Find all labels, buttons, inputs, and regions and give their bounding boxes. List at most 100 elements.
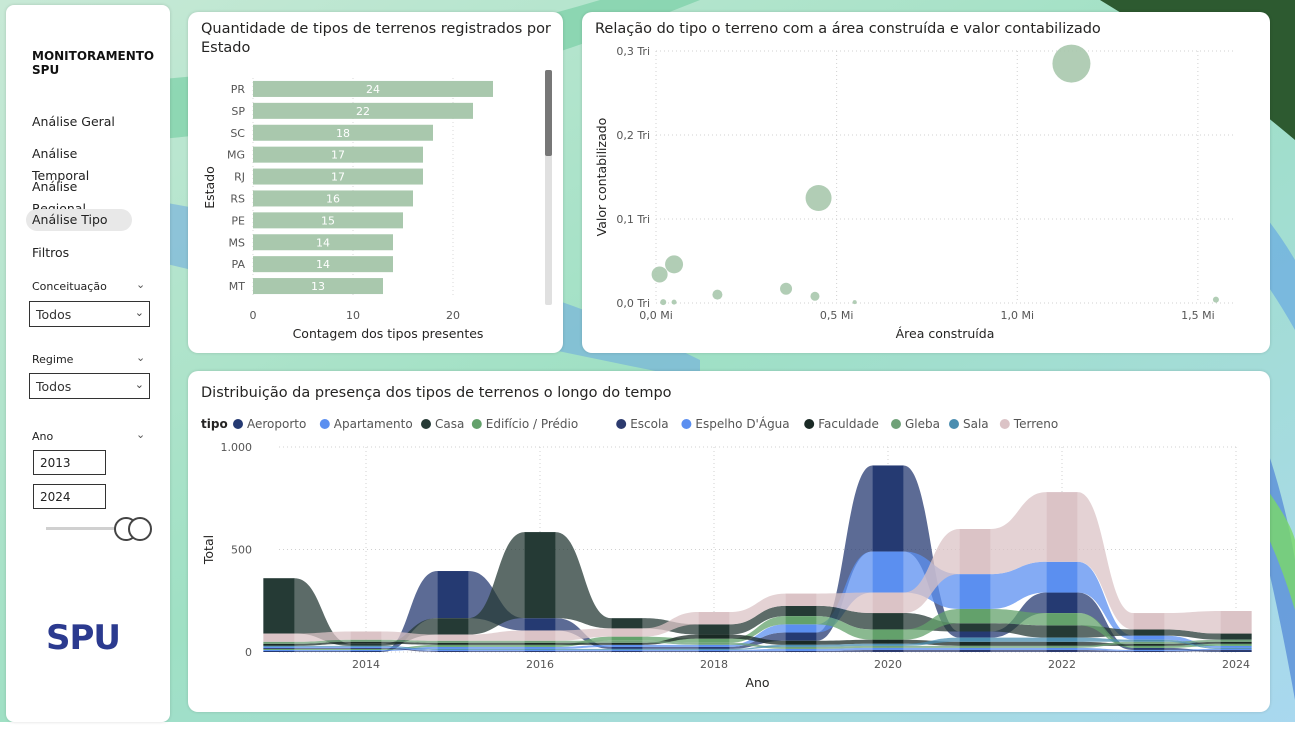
ribbon-band[interactable] xyxy=(816,465,873,641)
ribbon-band[interactable] xyxy=(1164,641,1221,646)
ribbon-segment[interactable] xyxy=(959,641,991,646)
scatter-bubble[interactable] xyxy=(852,300,857,305)
ribbon-band[interactable] xyxy=(642,644,699,647)
ribbon-segment[interactable] xyxy=(350,646,382,648)
ribbon-band[interactable] xyxy=(381,618,438,646)
ribbon-band[interactable] xyxy=(555,650,612,652)
ribbon-band[interactable] xyxy=(381,646,438,651)
ribbon-band[interactable] xyxy=(381,641,438,645)
bar-scrollbar-thumb[interactable] xyxy=(545,70,552,156)
ribbon-segment[interactable] xyxy=(698,649,730,651)
ano-end-input[interactable]: 2024 xyxy=(33,484,106,509)
ribbon-band[interactable] xyxy=(294,648,351,650)
ribbon-segment[interactable] xyxy=(785,640,817,645)
ribbon-band[interactable] xyxy=(729,605,786,635)
ribbon-segment[interactable] xyxy=(1220,643,1252,646)
ribbon-band[interactable] xyxy=(816,645,873,649)
ribbon-segment[interactable] xyxy=(1220,649,1252,651)
ribbon-band[interactable] xyxy=(642,648,699,650)
nav-analise-tipo[interactable]: Análise Tipo xyxy=(26,209,132,231)
scatter-bubble[interactable] xyxy=(665,255,684,274)
ribbon-band[interactable] xyxy=(816,647,873,651)
ribbon-band[interactable] xyxy=(903,608,960,640)
ribbon-band[interactable] xyxy=(555,644,612,649)
ribbon-segment[interactable] xyxy=(1046,637,1078,642)
ribbon-band[interactable] xyxy=(294,650,351,652)
ribbon-band[interactable] xyxy=(729,644,786,650)
ribbon-band[interactable] xyxy=(381,571,438,652)
ribbon-segment[interactable] xyxy=(785,616,817,625)
ribbon-band[interactable] xyxy=(816,616,873,640)
scatter-bubble[interactable] xyxy=(660,299,667,306)
ribbon-segment[interactable] xyxy=(1220,648,1252,650)
ribbon-segment[interactable] xyxy=(785,644,817,647)
ribbon-band[interactable] xyxy=(729,593,786,625)
ribbon-segment[interactable] xyxy=(785,593,817,606)
ribbon-segment[interactable] xyxy=(698,648,730,650)
ribbon-segment[interactable] xyxy=(1133,643,1165,646)
ribbon-segment[interactable] xyxy=(1046,625,1078,638)
ribbon-segment[interactable] xyxy=(959,608,991,624)
ribbon-segment[interactable] xyxy=(350,648,382,650)
ribbon-segment[interactable] xyxy=(263,647,295,649)
ribbon-band[interactable] xyxy=(729,648,786,651)
ribbon-segment[interactable] xyxy=(350,650,382,652)
ribbon-segment[interactable] xyxy=(1046,613,1078,626)
ribbon-segment[interactable] xyxy=(1046,492,1078,562)
nav-analise-geral[interactable]: Análise Geral xyxy=(32,114,115,129)
ribbon-band[interactable] xyxy=(990,647,1047,650)
ribbon-segment[interactable] xyxy=(872,551,904,593)
ribbon-segment[interactable] xyxy=(1133,647,1165,650)
ribbon-segment[interactable] xyxy=(524,640,556,643)
ribbon-segment[interactable] xyxy=(872,639,904,644)
ribbon-band[interactable] xyxy=(1077,592,1134,650)
ribbon-segment[interactable] xyxy=(611,628,643,637)
scatter-bubble[interactable] xyxy=(712,289,723,300)
ribbon-segment[interactable] xyxy=(872,645,904,648)
conceituacao-chevron-down-icon[interactable]: ⌄ xyxy=(136,278,146,291)
ribbon-band[interactable] xyxy=(1164,639,1221,649)
ribbon-segment[interactable] xyxy=(611,642,643,645)
bar[interactable] xyxy=(253,168,423,185)
ribbon-band[interactable] xyxy=(990,623,1047,638)
ribbon-band[interactable] xyxy=(729,624,786,647)
ribbon-band[interactable] xyxy=(294,645,351,647)
ribbon-segment[interactable] xyxy=(785,605,817,617)
ribbon-segment[interactable] xyxy=(263,633,295,642)
ribbon-segment[interactable] xyxy=(1220,645,1252,648)
ribbon-band[interactable] xyxy=(1164,611,1221,634)
ribbon-band[interactable] xyxy=(816,551,873,633)
ribbon-segment[interactable] xyxy=(611,649,643,651)
ribbon-segment[interactable] xyxy=(698,612,730,625)
ribbon-segment[interactable] xyxy=(611,648,643,650)
scatter-bubble[interactable] xyxy=(1052,44,1091,83)
ribbon-band[interactable] xyxy=(903,637,960,646)
ribbon-band[interactable] xyxy=(903,647,960,650)
ribbon-segment[interactable] xyxy=(524,532,556,619)
ano-slider-track[interactable] xyxy=(46,527,136,530)
ribbon-band[interactable] xyxy=(903,649,960,652)
ribbon-segment[interactable] xyxy=(959,631,991,638)
ribbon-band[interactable] xyxy=(642,649,699,651)
ribbon-segment[interactable] xyxy=(698,644,730,647)
ribbon-band[interactable] xyxy=(642,650,699,652)
legend-entry[interactable]: Espelho D'Água xyxy=(695,416,789,431)
ribbon-segment[interactable] xyxy=(1133,629,1165,636)
ribbon-segment[interactable] xyxy=(524,646,556,649)
ribbon-segment[interactable] xyxy=(1133,639,1165,642)
ribbon-segment[interactable] xyxy=(524,644,556,647)
ribbon-segment[interactable] xyxy=(611,650,643,652)
ribbon-band[interactable] xyxy=(816,592,873,614)
ribbon-band[interactable] xyxy=(1077,637,1134,642)
ribbon-segment[interactable] xyxy=(350,649,382,651)
nav-analise-regional[interactable]: Análise Regional xyxy=(32,179,86,216)
ribbon-band[interactable] xyxy=(294,646,351,648)
ribbon-band[interactable] xyxy=(990,561,1047,609)
ribbon-segment[interactable] xyxy=(1133,635,1165,640)
ribbon-band[interactable] xyxy=(642,646,699,649)
ribbon-segment[interactable] xyxy=(959,574,991,609)
ribbon-segment[interactable] xyxy=(1046,647,1078,650)
bar[interactable] xyxy=(253,146,423,163)
ribbon-segment[interactable] xyxy=(1046,645,1078,648)
ribbon-segment[interactable] xyxy=(1133,641,1165,644)
